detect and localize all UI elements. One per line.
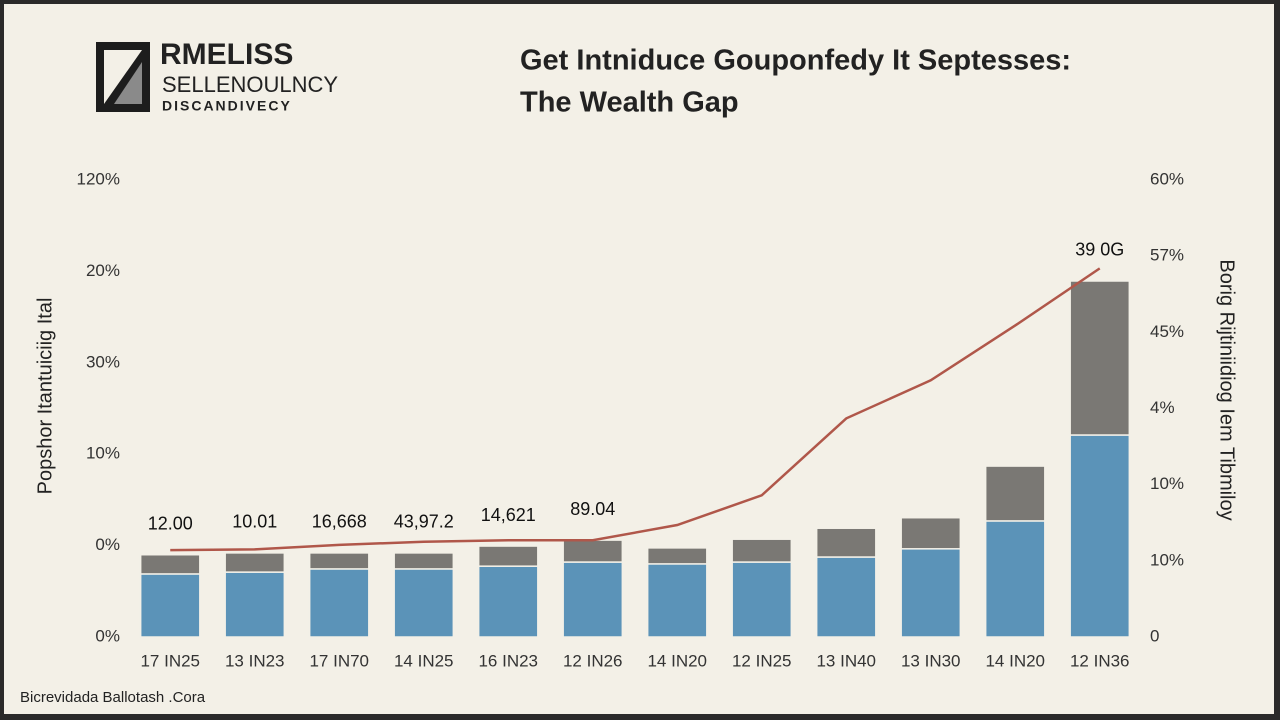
bar-segment [900, 516, 962, 550]
bar-segment [815, 527, 877, 558]
background [4, 4, 1274, 714]
x-tick-label: 12 IN36 [1070, 651, 1130, 670]
bar-segment [1069, 280, 1131, 436]
bar-segment [562, 539, 624, 563]
bar-segment [393, 552, 455, 570]
logo-text: DISCANDIVECY [162, 98, 292, 114]
x-tick-label: 14 IN20 [647, 651, 707, 670]
line [170, 267, 1101, 552]
bar-segment [815, 556, 877, 638]
bar-segment [1069, 434, 1131, 638]
y-axis-title: Popshor Itantuiciig Ital [34, 298, 56, 495]
x-tick-label: 17 IN70 [309, 651, 369, 670]
y2-axis-title: Borig Rijtiniidiog Iem Tibmiloy [1216, 259, 1238, 520]
x-tick-label: 13 IN30 [901, 651, 961, 670]
y-tick-label: 30% [86, 352, 120, 371]
data-label: 16,668 [312, 512, 367, 532]
bar-segment [477, 565, 539, 638]
y-tick-label: 0% [95, 535, 120, 554]
bar-segment [477, 545, 539, 567]
bar-segment [984, 520, 1046, 638]
bar-segment [731, 561, 793, 638]
data-label: 14,621 [481, 505, 536, 525]
bar-segment [308, 552, 370, 570]
bar-segment [393, 568, 455, 638]
x-tick-label: 14 IN25 [394, 651, 454, 670]
x-tick-label: 12 IN26 [563, 651, 623, 670]
chart-title: Get Intniduce Gouponfedy It Septesses: [520, 45, 1071, 77]
y2-tick-label: 0 [1150, 626, 1159, 645]
logo-text: RMELISS [160, 38, 293, 71]
bar-segment [308, 568, 370, 638]
bar-segment [224, 571, 286, 638]
data-label: 89.04 [570, 499, 615, 519]
bar-segment [562, 561, 624, 638]
bar-segment [139, 573, 201, 638]
data-label: 43,97.2 [394, 512, 454, 532]
y-tick-label: 20% [86, 261, 120, 280]
y-tick-label: 10% [86, 444, 120, 463]
chart-title: The Wealth Gap [520, 87, 739, 119]
x-tick-label: 17 IN25 [140, 651, 200, 670]
bar-segment [646, 547, 708, 565]
data-label: 39 0G [1075, 240, 1124, 260]
y2-tick-label: 4% [1150, 398, 1175, 417]
y2-tick-label: 10% [1150, 474, 1184, 493]
x-tick-label: 13 IN23 [225, 651, 285, 670]
y2-tick-label: 57% [1150, 246, 1184, 265]
bar-segment [900, 548, 962, 638]
data-label: 10.01 [232, 512, 277, 532]
x-tick-label: 14 IN20 [985, 651, 1045, 670]
y-tick-label: 120% [77, 169, 120, 188]
x-tick-label: 16 IN23 [478, 651, 538, 670]
footer: Bicrevidada Ballotash .Cora [20, 689, 206, 706]
y2-tick-label: 10% [1150, 550, 1184, 569]
x-tick-label: 12 IN25 [732, 651, 792, 670]
bar-segment [984, 465, 1046, 522]
logo-mark [96, 42, 150, 112]
y2-tick-label: 60% [1150, 169, 1184, 188]
x-tick-label: 13 IN40 [816, 651, 876, 670]
logo-text: SELLENOULNCY [162, 72, 338, 97]
data-label: 12.00 [148, 513, 193, 533]
bar-segment [224, 552, 286, 573]
bar-segment [731, 538, 793, 563]
y-tick-label: 0% [95, 626, 120, 645]
y2-tick-label: 45% [1150, 322, 1184, 341]
bar-segment [646, 563, 708, 638]
bar-segment [139, 553, 201, 575]
